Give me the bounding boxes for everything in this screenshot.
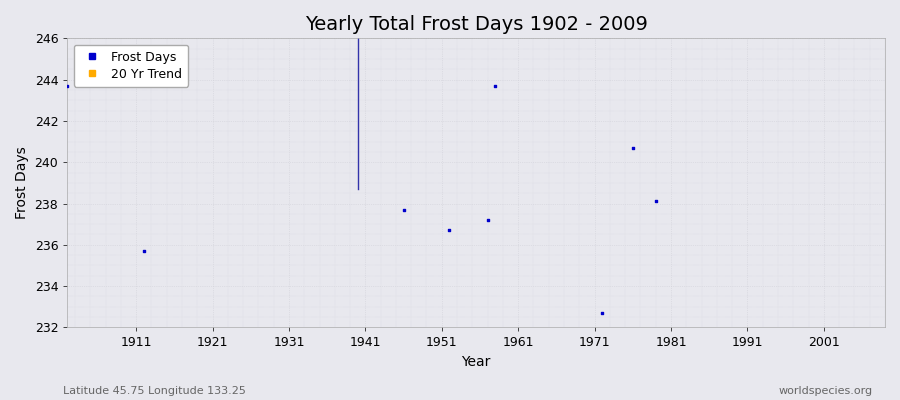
Text: Latitude 45.75 Longitude 133.25: Latitude 45.75 Longitude 133.25 — [63, 386, 246, 396]
Text: worldspecies.org: worldspecies.org — [778, 386, 873, 396]
Point — [442, 227, 456, 234]
Point — [649, 198, 663, 205]
Point — [60, 83, 75, 89]
Y-axis label: Frost Days: Frost Days — [15, 146, 29, 219]
Point — [396, 206, 410, 213]
Point — [488, 83, 502, 89]
Point — [137, 248, 151, 254]
Point — [595, 310, 609, 316]
Point — [481, 217, 495, 223]
Title: Yearly Total Frost Days 1902 - 2009: Yearly Total Frost Days 1902 - 2009 — [305, 15, 648, 34]
X-axis label: Year: Year — [462, 355, 490, 369]
Legend: Frost Days, 20 Yr Trend: Frost Days, 20 Yr Trend — [74, 44, 188, 87]
Point — [626, 144, 640, 151]
